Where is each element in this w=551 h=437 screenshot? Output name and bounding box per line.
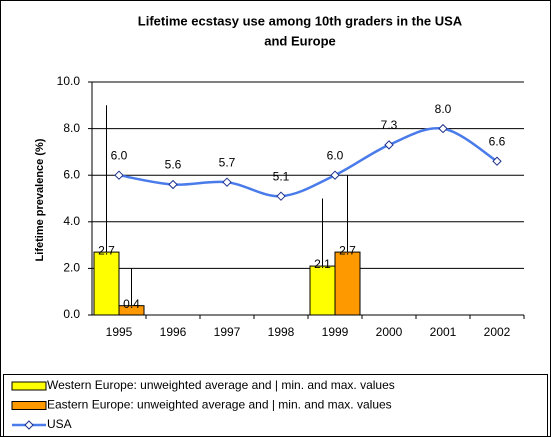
x-tick-label: 1999 <box>322 325 349 339</box>
bar <box>334 251 361 316</box>
data-label: 2.1 <box>314 257 331 271</box>
marker <box>222 177 232 187</box>
legend-box <box>3 374 548 437</box>
data-label: 6.6 <box>489 134 506 148</box>
legend-swatch <box>11 401 47 410</box>
y-axis-label: Lifetime prevalence (%) <box>34 138 46 261</box>
chart-title: Lifetime ecstasy use among 10th graders … <box>138 13 463 28</box>
y-tick-label: 4.0 <box>63 214 80 228</box>
x-tick-label: 1996 <box>160 325 187 339</box>
x-tick-label: 1997 <box>214 325 241 339</box>
marker <box>492 156 502 166</box>
legend-marker <box>24 420 34 430</box>
legend-label: Eastern Europe: unweighted average and |… <box>47 398 392 412</box>
y-tick-label: 6.0 <box>63 167 80 181</box>
data-label: 7.3 <box>381 118 398 132</box>
legend-label: USA <box>47 417 72 431</box>
marker <box>438 123 448 134</box>
x-tick-label: 1998 <box>268 325 295 339</box>
x-tick-label: 2000 <box>376 325 403 339</box>
chart-title: and Europe <box>264 33 336 48</box>
data-label: 8.0 <box>435 102 452 116</box>
bar <box>93 251 120 316</box>
legend-swatch <box>11 381 47 391</box>
data-label: 6.0 <box>111 148 128 162</box>
y-tick-label: 10.0 <box>57 74 81 88</box>
data-label: 5.6 <box>165 158 182 172</box>
y-tick-label: 0.0 <box>63 307 80 321</box>
data-label: 2.7 <box>98 243 115 257</box>
x-tick-label: 1995 <box>106 325 133 339</box>
marker <box>384 140 394 150</box>
data-label: 6.0 <box>327 148 344 162</box>
data-label: 5.1 <box>273 169 290 183</box>
marker <box>276 191 286 201</box>
bar <box>309 265 336 316</box>
marker <box>330 170 340 180</box>
data-label: 5.7 <box>219 155 236 169</box>
y-tick-label: 2.0 <box>63 261 80 275</box>
legend-label: Western Europe: unweighted average and |… <box>47 378 395 392</box>
y-tick-label: 8.0 <box>63 121 80 135</box>
data-label: 0.4 <box>123 297 140 311</box>
marker <box>114 170 124 180</box>
data-label: 2.7 <box>339 243 356 257</box>
x-tick-label: 2002 <box>484 325 511 339</box>
marker <box>168 179 178 190</box>
x-tick-label: 2001 <box>430 325 457 339</box>
